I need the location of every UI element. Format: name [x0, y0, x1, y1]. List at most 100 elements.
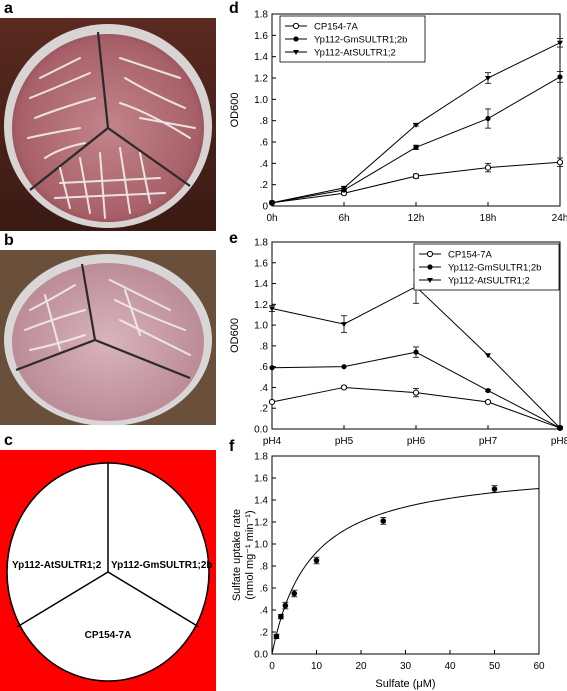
y-tick-label: .8: [260, 341, 269, 352]
panel-label-f: f: [229, 438, 235, 455]
data-point: [341, 364, 347, 370]
panel-label-b: b: [4, 232, 14, 249]
y-tick-label: 1.4: [254, 279, 268, 290]
data-point: [269, 365, 275, 371]
y-tick-label: 0: [262, 202, 268, 213]
fit-curve: [271, 488, 540, 655]
y-tick-label: 1.0: [254, 540, 268, 551]
y-tick-label: .8: [260, 116, 269, 127]
data-point: [485, 115, 491, 122]
sector-label-cp: CP154-7A: [85, 630, 132, 641]
y-tick-label: .6: [260, 138, 269, 149]
x-tick-label: 24h: [552, 213, 567, 224]
chart-d-growth-time: 0 .2 .4 .6 .8 1.0 1.2 1.4 1.6 1.8 0h 6h 12h 18h 24h OD6…: [229, 10, 567, 225]
y-axis-label: OD600: [229, 93, 241, 128]
x-tick-label: 40: [444, 661, 456, 672]
y-tick-label: 1.6: [254, 474, 268, 485]
legend-marker: [293, 36, 299, 42]
y-tick-label: 1.6: [254, 258, 268, 269]
panel-label-a: a: [4, 0, 13, 17]
data-point: [269, 200, 275, 206]
y-tick-label: .4: [260, 606, 269, 617]
x-axis-label: Sulfate (μM): [375, 678, 435, 690]
data-point: [268, 398, 276, 406]
y-tick-label: 1.4: [254, 52, 268, 63]
data-point: [413, 349, 419, 355]
data-point: [557, 40, 563, 46]
y-tick-label: 1.8: [254, 452, 268, 463]
legend-label: CP154-7A: [448, 250, 492, 261]
x-tick-label: pH7: [479, 436, 498, 447]
x-tick-label: pH8: [551, 436, 567, 447]
x-tick-label: 18h: [480, 213, 497, 224]
y-tick-label: .2: [260, 628, 269, 639]
legend-marker: [427, 264, 433, 270]
y-tick-label: .2: [260, 404, 269, 415]
plot-frame: [271, 455, 540, 655]
data-point: [412, 173, 420, 180]
legend-label: Yp112-AtSULTR1;2: [448, 276, 530, 287]
panel-label-c: c: [4, 432, 13, 449]
x-tick-label: 0h: [266, 213, 277, 224]
legend-label: Yp112-AtSULTR1;2: [314, 48, 396, 59]
data-point: [485, 387, 491, 394]
data-point: [291, 590, 298, 597]
y-tick-label: 1.2: [254, 300, 268, 311]
data-point: [282, 602, 289, 609]
data-point: [269, 306, 275, 312]
y-tick-label: 1.2: [254, 518, 268, 529]
y-tick-label: 0.0: [254, 650, 268, 661]
data-point: [484, 398, 492, 406]
data-point: [380, 518, 387, 524]
y-tick-label: 1.2: [254, 74, 268, 85]
data-point: [341, 185, 347, 191]
x-tick-label: 60: [533, 661, 545, 672]
data-point: [340, 384, 348, 391]
y-tick-label: .6: [260, 362, 269, 373]
legend-label: CP154-7A: [314, 22, 358, 33]
y-tick-label: .2: [260, 180, 269, 191]
series-line-0: [271, 161, 561, 204]
data-point: [413, 144, 419, 150]
x-tick-label: 6h: [338, 213, 349, 224]
x-tick-label: 0: [269, 661, 275, 672]
data-point: [413, 122, 419, 128]
data-point: [412, 389, 420, 396]
y-tick-label: .6: [260, 584, 269, 595]
y-tick-label: .8: [260, 562, 269, 573]
y-tick-label: 1.8: [254, 10, 268, 21]
data-point: [341, 322, 347, 328]
data-point: [313, 557, 320, 564]
panel-label-e: e: [229, 230, 238, 247]
legend-marker: [427, 278, 433, 283]
x-tick-label: 10: [311, 661, 323, 672]
y-tick-label: 1.8: [254, 238, 268, 249]
x-tick-label: 12h: [408, 213, 425, 224]
y-axis-label-line2: (nmol mg⁻¹ min⁻¹): [244, 510, 256, 599]
y-tick-label: 1.0: [254, 95, 268, 106]
data-point: [557, 74, 563, 80]
plate-layout-diagram: Yp112-AtSULTR1;2 Yp112-GmSULTR1;2b CP154…: [0, 450, 216, 691]
legend-label: Yp112-GmSULTR1;2b: [448, 263, 541, 274]
legend-marker: [293, 50, 299, 55]
petri-dish-photo-a: [0, 18, 216, 231]
data-point: [485, 76, 491, 81]
legend-marker: [426, 250, 434, 258]
x-tick-label: pH6: [407, 436, 426, 447]
data-point: [557, 425, 563, 431]
sector-label-at: Yp112-AtSULTR1;2: [12, 560, 102, 571]
legend-label: Yp112-GmSULTR1;2b: [314, 35, 407, 46]
y-tick-label: 1.0: [254, 321, 268, 332]
petri-dish-photo-b: [0, 250, 216, 425]
y-tick-label: 0.0: [254, 425, 268, 436]
y-axis-label-line1: Sulfate uptake rate: [231, 509, 243, 601]
y-tick-label: 1.6: [254, 31, 268, 42]
sector-label-gm: Yp112-GmSULTR1;2b: [111, 560, 213, 571]
data-point: [484, 164, 492, 171]
data-point: [556, 159, 564, 166]
x-tick-label: 50: [489, 661, 501, 672]
chart-e-growth-ph: 0.0 .2 .4 .6 .8 1.0 1.2 1.4 1.6 1.8 pH4 pH5 pH6 pH7 pH…: [229, 238, 567, 448]
y-tick-label: .4: [260, 159, 269, 170]
y-tick-label: 1.4: [254, 496, 268, 507]
data-point: [491, 486, 498, 492]
